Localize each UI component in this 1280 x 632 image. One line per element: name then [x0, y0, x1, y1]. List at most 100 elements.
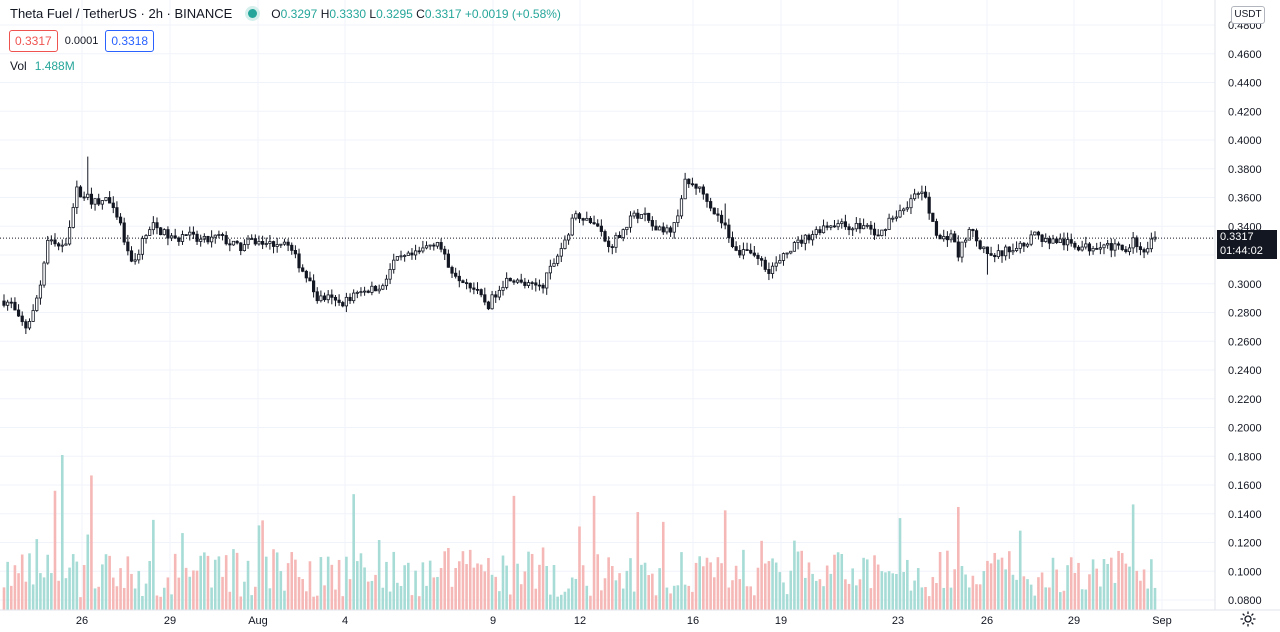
candle-body	[661, 226, 665, 233]
candle-body	[683, 178, 687, 200]
symbol-title[interactable]: Theta Fuel / TetherUS · 2h · BINANCE	[10, 6, 233, 21]
volume-bar	[148, 561, 151, 610]
volume-bar	[716, 557, 720, 610]
volume-bar	[1120, 553, 1124, 610]
candle-body	[526, 282, 531, 286]
candle-body	[293, 249, 297, 255]
volume-bar	[632, 591, 636, 610]
volume-bar	[323, 585, 326, 610]
volume-bar	[79, 597, 82, 610]
volume-legend[interactable]: Vol 1.488M	[10, 59, 75, 73]
candle-body	[840, 221, 844, 224]
candle-body	[596, 223, 600, 227]
candle-body	[577, 213, 582, 219]
volume-bar	[596, 554, 600, 610]
candle-body	[490, 294, 494, 310]
volume-bar	[1146, 588, 1150, 610]
candle-body	[760, 258, 764, 261]
candle-body	[541, 284, 545, 289]
volume-label: Vol	[10, 59, 27, 73]
volume-bar	[822, 586, 825, 610]
candle-body	[515, 279, 520, 283]
volume-bar	[111, 577, 115, 610]
volume-bar	[122, 587, 126, 610]
volume-bar	[807, 562, 811, 610]
volume-bar	[541, 547, 545, 610]
candle-body	[315, 291, 319, 302]
candle-body	[505, 277, 509, 288]
volume-bar	[162, 587, 166, 610]
volume-bar	[290, 552, 294, 610]
volume-bar	[1084, 589, 1088, 610]
candle-body	[832, 225, 837, 228]
volume-bar	[39, 573, 42, 610]
volume-bar	[144, 583, 148, 610]
candle-body	[159, 227, 163, 236]
volume-bar	[272, 549, 275, 610]
price-tick-label: 0.0800	[1228, 595, 1262, 607]
volume-bar	[1142, 569, 1146, 610]
candle-body	[46, 239, 50, 264]
candle-body	[235, 240, 239, 244]
volume-bar	[1008, 551, 1011, 610]
price-tick-label: 0.1000	[1228, 566, 1262, 578]
candle-body	[264, 243, 268, 245]
volume-bar	[916, 568, 920, 610]
candle-body	[687, 178, 691, 185]
volume-bar	[377, 540, 381, 610]
candle-body	[122, 222, 126, 243]
volume-bar	[181, 533, 184, 610]
volume-bar	[1051, 557, 1055, 610]
candle-body	[974, 230, 979, 242]
candle-body	[723, 222, 727, 226]
candle-body	[403, 255, 407, 257]
currency-badge[interactable]: USDT	[1231, 6, 1265, 24]
candle-body	[1025, 243, 1030, 247]
candle-body	[534, 282, 538, 286]
candle-body	[483, 294, 487, 303]
candle-body	[902, 208, 906, 212]
volume-bar	[432, 577, 436, 610]
candle-body	[1131, 237, 1135, 249]
open-value: 0.3297	[280, 6, 318, 21]
volume-bar	[68, 567, 71, 610]
volume-bar	[31, 584, 35, 610]
volume-bar	[458, 561, 461, 610]
candle-body	[927, 196, 931, 214]
candle-body	[880, 229, 884, 236]
candle-body	[625, 226, 629, 231]
volume-bar	[1131, 504, 1135, 610]
time-tick-label: 23	[892, 615, 904, 627]
volume-bar	[483, 571, 487, 610]
volume-bar	[625, 570, 629, 610]
price-axis[interactable]: 0.48000.46000.44000.42000.40000.38000.36…	[1228, 20, 1262, 607]
gear-icon[interactable]	[1239, 610, 1257, 628]
candle-body	[1113, 243, 1117, 251]
candle-body	[1036, 231, 1041, 236]
candle-body	[537, 284, 542, 287]
candle-body	[574, 213, 578, 219]
volume-bar	[126, 556, 130, 610]
volume-bar	[1055, 569, 1058, 610]
time-axis[interactable]: 26 29 Aug 4 9 12 16 19 23 26 29 Sep	[76, 615, 1172, 627]
volume-bar	[1066, 565, 1069, 610]
volume-bar	[64, 578, 68, 610]
candle-body	[752, 252, 756, 256]
volume-bar	[858, 579, 862, 610]
volume-bar	[308, 561, 312, 610]
sell-button[interactable]: 0.3317	[9, 30, 58, 52]
candle-body	[530, 282, 534, 285]
candle-body	[35, 297, 39, 311]
candle-body	[392, 259, 396, 270]
volume-bar	[891, 573, 895, 610]
volume-bar	[771, 558, 774, 610]
volume-bar	[396, 582, 399, 610]
volume-bar	[578, 526, 581, 610]
volume-bar	[399, 586, 403, 610]
volume-bar	[731, 580, 734, 610]
volume-bar	[887, 571, 891, 610]
candle-body	[410, 252, 414, 256]
buy-button[interactable]: 0.3318	[105, 30, 155, 52]
volume-bar	[476, 563, 479, 610]
